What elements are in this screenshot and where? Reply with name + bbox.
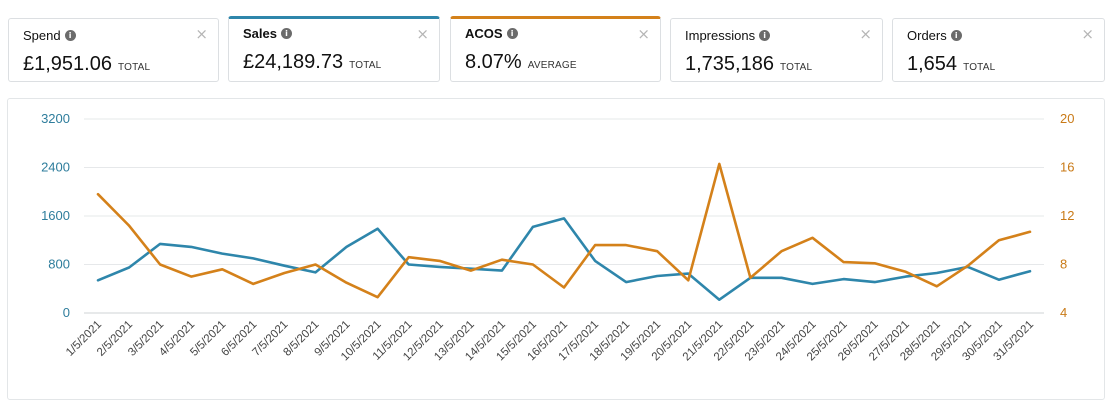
metric-label: Spend bbox=[23, 28, 61, 43]
left-tick-label: 1600 bbox=[41, 208, 70, 223]
right-tick-label: 16 bbox=[1060, 160, 1074, 175]
metric-value: 1,735,186 bbox=[685, 53, 774, 75]
info-icon[interactable]: i bbox=[950, 30, 962, 41]
right-tick-label: 20 bbox=[1060, 111, 1074, 126]
series-line-1 bbox=[96, 217, 1032, 301]
series-lines bbox=[96, 162, 1032, 301]
metric-value: 1,654 bbox=[907, 53, 958, 75]
metric-header: Sales i bbox=[243, 26, 292, 41]
metric-value-row: 1,654 TOTAL bbox=[907, 53, 995, 76]
close-icon[interactable]: × bbox=[195, 25, 208, 43]
metric-label: Sales bbox=[243, 26, 277, 41]
metric-card-orders[interactable]: Orders i × 1,654 TOTAL bbox=[892, 18, 1105, 82]
metric-label: ACOS bbox=[465, 26, 503, 41]
right-axis-ticks: 4 8 12 16 20 bbox=[1060, 111, 1074, 320]
metric-label: Impressions bbox=[685, 28, 756, 43]
right-tick-label: 12 bbox=[1060, 208, 1074, 223]
metric-aggregate: TOTAL bbox=[963, 62, 996, 73]
info-icon[interactable]: i bbox=[759, 30, 771, 41]
left-tick-label: 2400 bbox=[41, 160, 70, 175]
metric-label: Orders bbox=[907, 28, 947, 43]
metric-value-row: £1,951.06 TOTAL bbox=[23, 53, 150, 76]
metric-value: £24,189.73 bbox=[243, 51, 344, 73]
metric-card-impressions[interactable]: Impressions i × 1,735,186 TOTAL bbox=[670, 18, 883, 82]
close-icon[interactable]: × bbox=[859, 25, 872, 43]
left-tick-label: 3200 bbox=[41, 111, 70, 126]
metric-value-row: 8.07% AVERAGE bbox=[465, 51, 577, 74]
metric-value: 8.07% bbox=[465, 51, 522, 73]
metric-aggregate: AVERAGE bbox=[527, 60, 577, 71]
metric-card-sales[interactable]: Sales i × £24,189.73 TOTAL bbox=[228, 16, 440, 82]
metric-header: Orders i bbox=[907, 28, 962, 43]
left-tick-label: 0 bbox=[63, 305, 70, 320]
info-icon[interactable]: i bbox=[64, 30, 76, 41]
chart-panel: 0 800 1600 2400 3200 4 8 12 16 20 1/5/2021 2/5/20… bbox=[7, 98, 1105, 400]
metric-card-spend[interactable]: Spend i × £1,951.06 TOTAL bbox=[8, 18, 219, 82]
series-line-2 bbox=[96, 162, 1032, 299]
metric-header: ACOS i bbox=[465, 26, 518, 41]
info-icon[interactable]: i bbox=[280, 28, 292, 39]
right-tick-label: 4 bbox=[1060, 305, 1067, 320]
x-axis-ticks: 1/5/20212/5/20213/5/20214/5/20215/5/2021… bbox=[64, 319, 1036, 364]
metric-value: £1,951.06 bbox=[23, 53, 112, 75]
metric-value-row: £24,189.73 TOTAL bbox=[243, 51, 381, 74]
close-icon[interactable]: × bbox=[637, 25, 650, 43]
line-chart: 0 800 1600 2400 3200 4 8 12 16 20 1/5/20212/5/20… bbox=[41, 111, 1074, 364]
metric-card-acos[interactable]: ACOS i × 8.07% AVERAGE bbox=[450, 16, 661, 82]
gridlines bbox=[84, 118, 1044, 314]
metric-aggregate: TOTAL bbox=[779, 62, 813, 73]
metric-header: Impressions i bbox=[685, 28, 771, 43]
left-axis-ticks: 0 800 1600 2400 3200 bbox=[41, 111, 70, 320]
left-tick-label: 800 bbox=[48, 257, 70, 272]
close-icon[interactable]: × bbox=[416, 25, 429, 43]
metric-cards: Spend i × £1,951.06 TOTAL Sales i × £24,… bbox=[0, 0, 1110, 90]
metric-value-row: 1,735,186 TOTAL bbox=[685, 53, 812, 76]
close-icon[interactable]: × bbox=[1081, 25, 1094, 43]
metric-aggregate: TOTAL bbox=[349, 60, 382, 71]
info-icon[interactable]: i bbox=[506, 28, 518, 39]
metric-header: Spend i bbox=[23, 28, 76, 43]
metric-aggregate: TOTAL bbox=[117, 62, 151, 73]
right-tick-label: 8 bbox=[1060, 257, 1067, 272]
